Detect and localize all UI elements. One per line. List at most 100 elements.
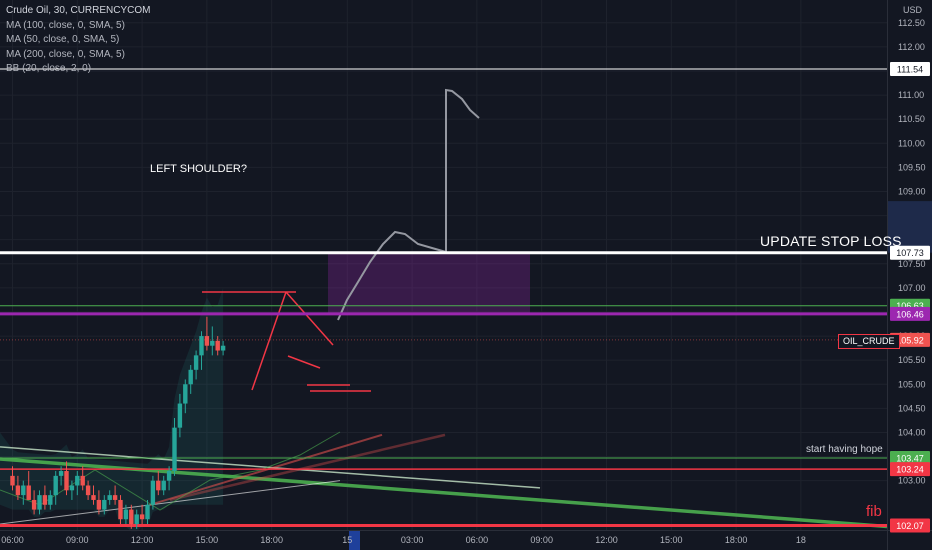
candle-body [10,475,15,486]
time-tick-label: 12:00 [131,535,154,545]
candle-body [215,340,220,351]
time-tick-label: 12:00 [595,535,618,545]
candle-body [139,514,145,520]
ma-line-white [0,480,341,525]
candle-body [193,355,199,370]
price-badge-label: 107.73 [896,248,924,258]
candle-body [42,495,48,505]
candle-body [15,485,21,496]
trend-line-green-thick [0,457,888,529]
candle-body [75,475,80,486]
time-tick-label: 15 [342,535,352,545]
time-tick-label: 09:00 [530,535,553,545]
ma-line-red-soft [169,433,446,502]
candle-body [58,471,64,476]
drawings-layer [0,88,888,529]
legend-indicator-bb[interactable]: BB (20, close, 2, 0) [6,63,92,74]
price-badge [890,462,930,477]
trend-line-light [0,446,541,489]
candle-body [123,509,129,520]
pattern-line-up [251,291,287,391]
time-tick-label: 18 [796,535,806,545]
time-tick-label: 18:00 [260,535,283,545]
price-level-badges: 111.54107.73106.63106.46105.92103.47103.… [890,62,930,533]
annotation-update-stop-loss[interactable]: UPDATE STOP LOSS [760,233,902,249]
candle-body [85,485,91,496]
candle-body [21,485,26,496]
candle-body [199,336,204,356]
projected-path [337,88,480,321]
candle-body [183,384,188,404]
target-zone-box [328,252,530,314]
price-tick-label: 110.00 [898,138,925,148]
currency-label: USD [903,5,923,15]
candle-body [69,485,75,491]
candle-body [150,480,156,505]
time-tick-label: 06:00 [1,535,24,545]
time-tick-label: 15:00 [196,535,219,545]
time-tick-label: 15:00 [660,535,683,545]
price-badge [890,245,930,260]
candle-body [145,504,150,520]
annotation-start-having-hope[interactable]: start having hope [806,444,883,455]
price-tick-label: 112.50 [898,18,925,28]
price-badge-label: 105.92 [896,335,924,345]
legend-indicator-ma200[interactable]: MA (200, close, 0, SMA, 5) [6,48,125,60]
price-badge-label: 111.54 [897,65,923,75]
time-tick-label: 06:00 [466,535,489,545]
candle-body [37,495,42,510]
price-tick-label: 103.00 [898,476,926,486]
legend-indicator-ma50[interactable]: MA (50, close, 0, SMA, 5) [6,34,120,45]
candle-body [220,345,226,351]
price-badge-label: 103.24 [896,465,924,475]
pattern-line-down [285,291,334,346]
price-badge-label: 106.46 [896,309,924,319]
candle-body [129,509,134,525]
candles [10,316,226,529]
symbol-price-tag: OIL_CRUDE [838,334,900,349]
price-tick-label: 104.50 [898,403,926,413]
legend-indicator-ma100[interactable]: MA (100, close, 0, SMA, 5) [6,19,125,31]
horizontal-levels [0,68,887,527]
price-tick-label: 105.00 [898,379,926,389]
price-tick-label: 110.50 [898,114,925,124]
price-badge [890,332,930,347]
time-axis-marker [349,531,360,550]
price-tick-label: 109.00 [898,186,926,196]
price-tick-label: 107.50 [898,259,926,269]
candle-body [64,471,69,491]
chart-legend: Crude Oil, 30, CURRENCYCOM MA (100, clos… [6,4,150,77]
annotation-left-shoulder[interactable]: LEFT SHOULDER? [150,163,247,175]
annotation-fib[interactable]: fib [866,503,882,520]
candle-body [118,499,123,520]
pattern-line-wedge [287,355,321,369]
candle-body [80,475,85,486]
price-badge-label: 102.07 [896,521,924,531]
candle-body [102,499,107,510]
legend-symbol[interactable]: Crude Oil, 30, CURRENCYCOM [6,5,151,16]
price-tick-label: 111.00 [898,90,924,100]
candle-body [134,514,139,525]
candle-body [48,495,53,505]
price-tick-label: 105.50 [898,355,926,365]
candle-body [91,495,96,500]
grid-lines [0,0,887,530]
price-badge [890,306,930,321]
candle-body [210,340,215,346]
time-tick-label: 03:00 [401,535,424,545]
candle-body [161,480,166,491]
price-badge [890,451,930,466]
price-badge-label: 103.47 [896,454,924,464]
candle-body [166,471,172,481]
candle-body [177,403,183,428]
price-badge-label: 106.63 [896,301,924,311]
price-tick-label: 109.50 [898,162,926,172]
candle-body [112,495,118,500]
time-axis[interactable]: 06:00 09:00 12:00 15:00 18:00 15 03:00 06:00 09:… [0,530,932,550]
price-badge [890,62,930,77]
price-badge [890,518,930,533]
candle-body [107,495,112,500]
time-tick-label: 18:00 [725,535,748,545]
candle-body [96,499,102,510]
